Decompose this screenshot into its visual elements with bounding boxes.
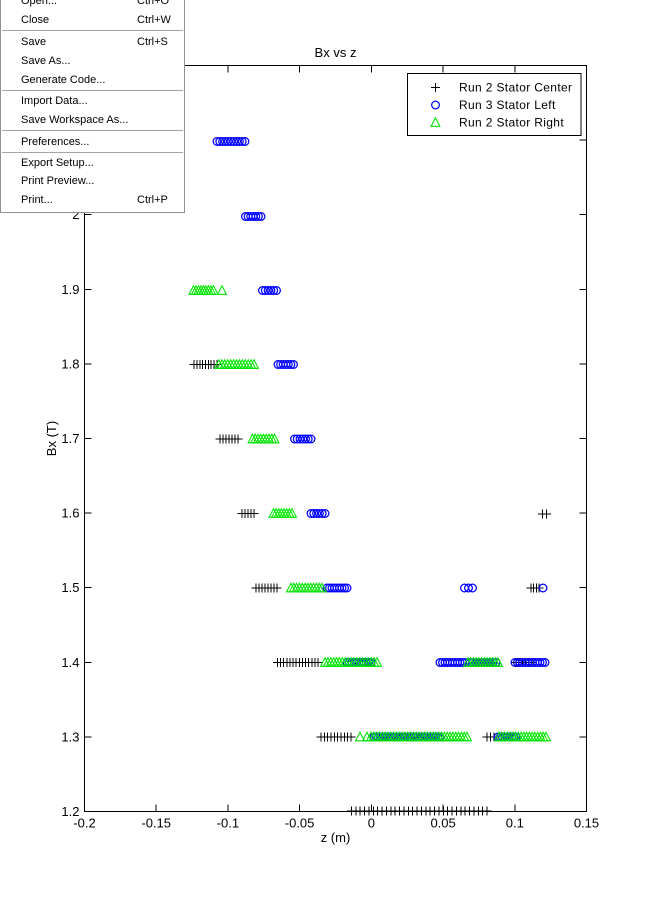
svg-text:Run 2 Stator Center: Run 2 Stator Center bbox=[459, 81, 572, 95]
svg-text:0.1: 0.1 bbox=[506, 816, 524, 831]
svg-text:1.5: 1.5 bbox=[61, 580, 79, 595]
svg-text:1.3: 1.3 bbox=[61, 729, 79, 744]
svg-text:-0.05: -0.05 bbox=[285, 816, 315, 831]
svg-text:-0.2: -0.2 bbox=[73, 816, 95, 831]
svg-text:Bx vs z: Bx vs z bbox=[315, 45, 357, 60]
svg-text:0.15: 0.15 bbox=[574, 816, 599, 831]
svg-text:0: 0 bbox=[368, 816, 375, 831]
svg-text:1.8: 1.8 bbox=[61, 356, 79, 371]
svg-text:Bx (T): Bx (T) bbox=[44, 421, 59, 456]
svg-text:1.9: 1.9 bbox=[61, 282, 79, 297]
svg-text:2: 2 bbox=[72, 207, 79, 222]
svg-text:Run 2 Stator Right: Run 2 Stator Right bbox=[459, 116, 564, 130]
svg-text:1.4: 1.4 bbox=[61, 655, 79, 670]
svg-text:-0.15: -0.15 bbox=[141, 816, 171, 831]
svg-text:1.2: 1.2 bbox=[61, 804, 79, 819]
svg-text:Run 3 Stator Left: Run 3 Stator Left bbox=[459, 98, 556, 112]
svg-text:1.6: 1.6 bbox=[61, 506, 79, 521]
svg-text:z (m): z (m) bbox=[321, 830, 351, 845]
svg-text:0.05: 0.05 bbox=[430, 816, 455, 831]
svg-text:-0.1: -0.1 bbox=[217, 816, 239, 831]
svg-text:1.7: 1.7 bbox=[61, 431, 79, 446]
